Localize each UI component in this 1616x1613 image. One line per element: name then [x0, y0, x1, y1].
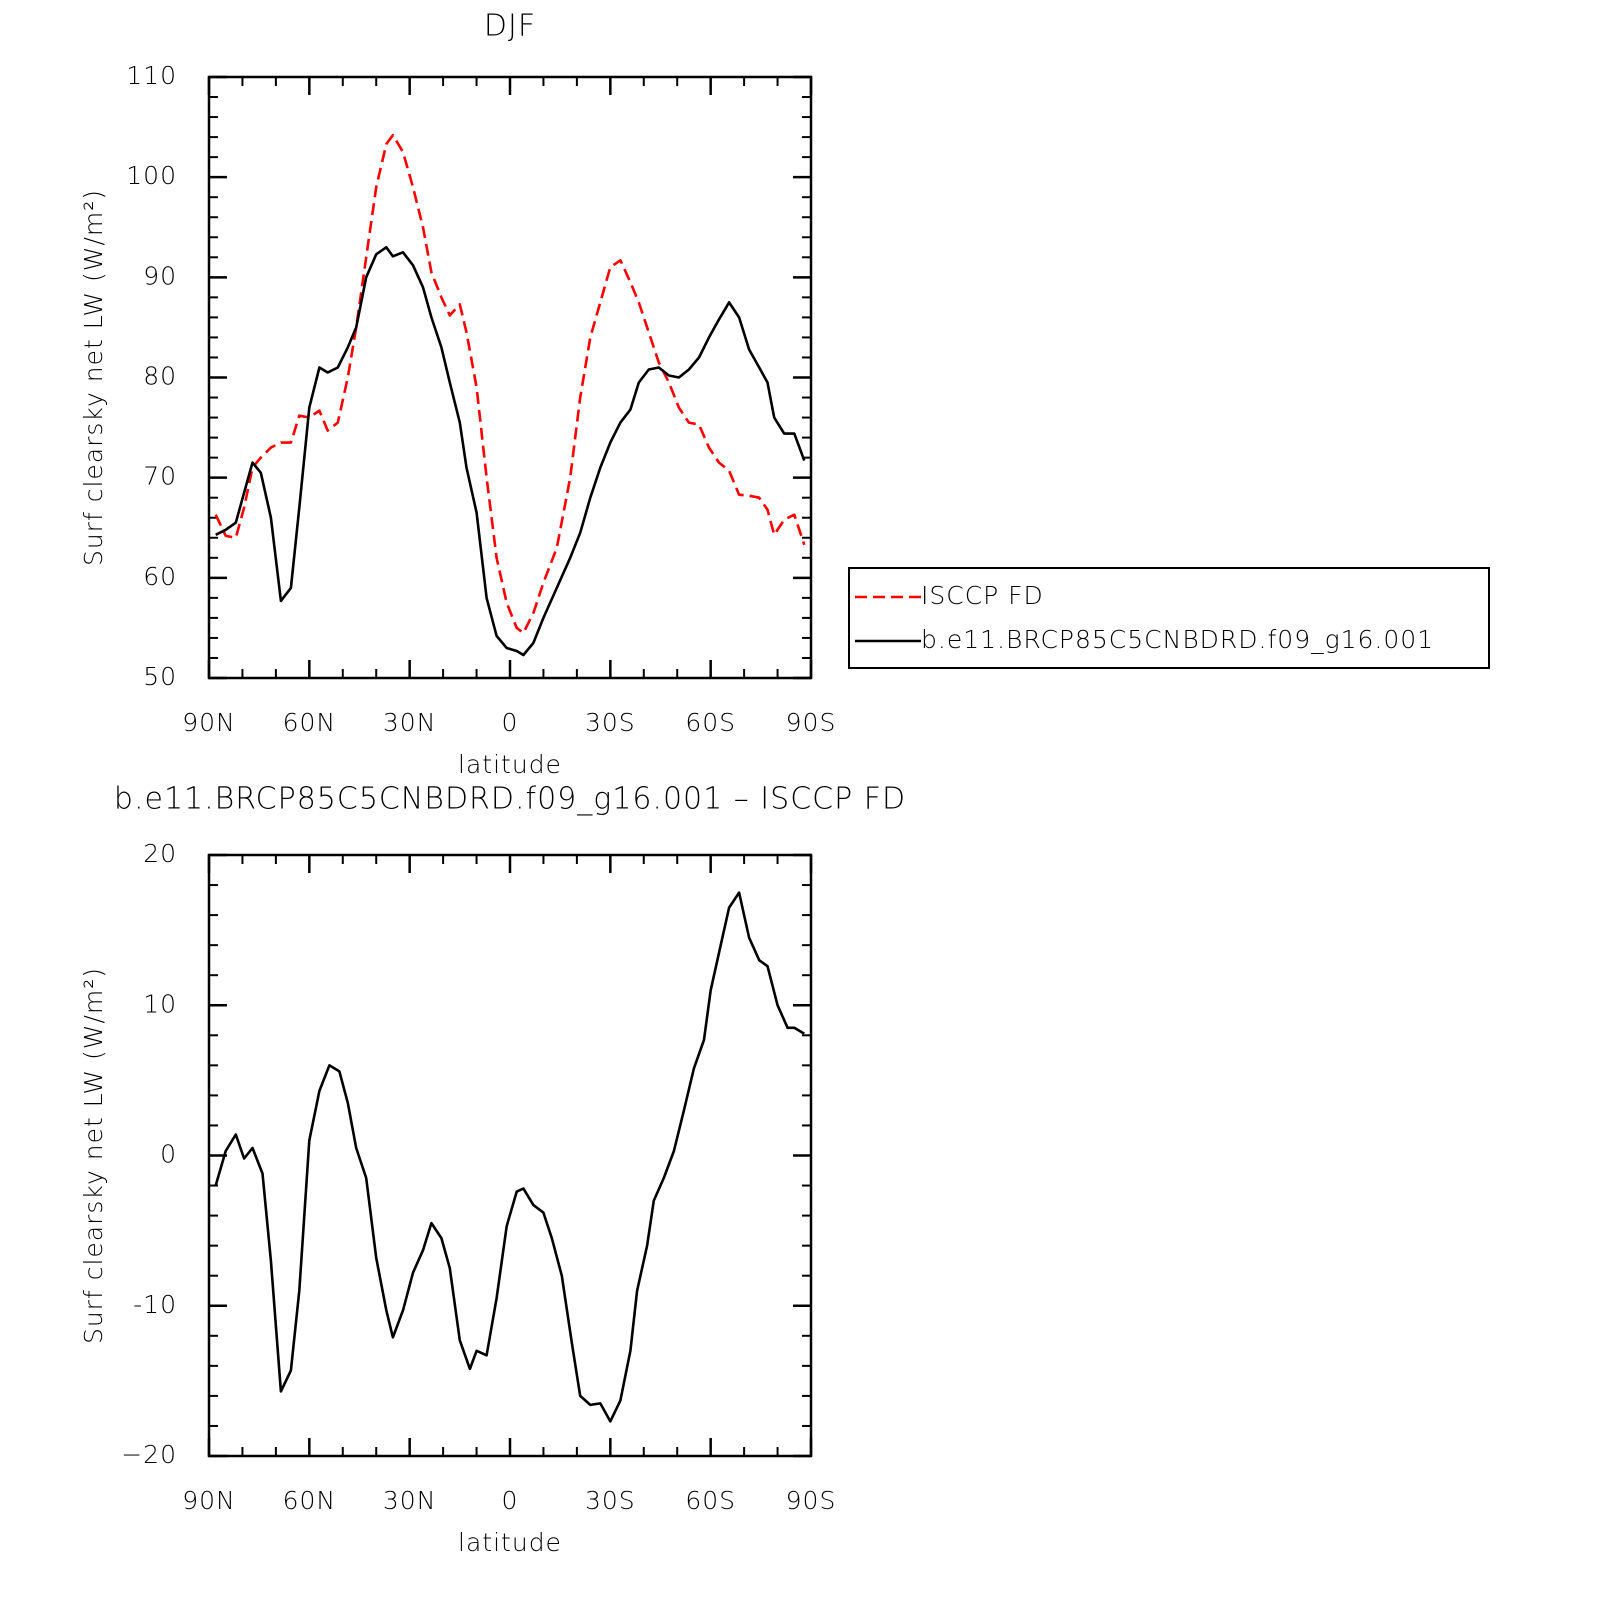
x-tick-label: 30N — [383, 708, 437, 737]
y-tick-label: 110 — [126, 61, 177, 90]
y-tick-label: 70 — [143, 462, 177, 491]
x-tick-label: 90N — [182, 708, 236, 737]
y-tick-label: 80 — [143, 362, 177, 391]
y-tick-label: 20 — [143, 839, 177, 868]
x-tick-label: 30N — [383, 1486, 437, 1515]
y-tick-label: 50 — [143, 662, 177, 691]
x-tick-label: 90N — [182, 1486, 236, 1515]
y-tick-label: -10 — [133, 1290, 177, 1319]
y-tick-label: 0 — [160, 1140, 177, 1169]
chart-title: b.e11.BRCP85C5CNBDRD.f09_g16.001 – ISCCP… — [114, 782, 906, 817]
y-axis-label: Surf clearsky net LW (W/m²) — [79, 967, 108, 1344]
legend-box — [848, 567, 1490, 669]
y-tick-label: −20 — [121, 1440, 177, 1469]
y-tick-label: 100 — [126, 161, 177, 190]
data-line — [214, 133, 806, 635]
x-tick-label: 90S — [786, 708, 837, 737]
x-axis-label: latitude — [458, 1528, 562, 1557]
legend-label: b.e11.BRCP85C5CNBDRD.f09_g16.001 — [921, 625, 1434, 654]
x-tick-label: 60S — [685, 1486, 736, 1515]
x-tick-label: 0 — [502, 708, 519, 737]
x-axis-label: latitude — [458, 750, 562, 779]
x-tick-label: 30S — [585, 708, 636, 737]
x-tick-label: 30S — [585, 1486, 636, 1515]
legend-label: ISCCP FD — [921, 581, 1044, 610]
plot-frame — [207, 853, 813, 1458]
y-tick-label: 90 — [143, 261, 177, 290]
x-tick-label: 90S — [786, 1486, 837, 1515]
x-tick-label: 0 — [502, 1486, 519, 1515]
x-tick-label: 60N — [283, 1486, 337, 1515]
plot-frame — [207, 75, 813, 680]
x-tick-label: 60S — [685, 708, 736, 737]
y-tick-label: 10 — [143, 989, 177, 1018]
data-line — [214, 891, 805, 1423]
y-tick-label: 60 — [143, 562, 177, 591]
x-tick-label: 60N — [283, 708, 337, 737]
y-axis-label: Surf clearsky net LW (W/m²) — [79, 189, 108, 566]
chart-title: DJF — [484, 9, 536, 44]
data-line — [215, 246, 806, 657]
